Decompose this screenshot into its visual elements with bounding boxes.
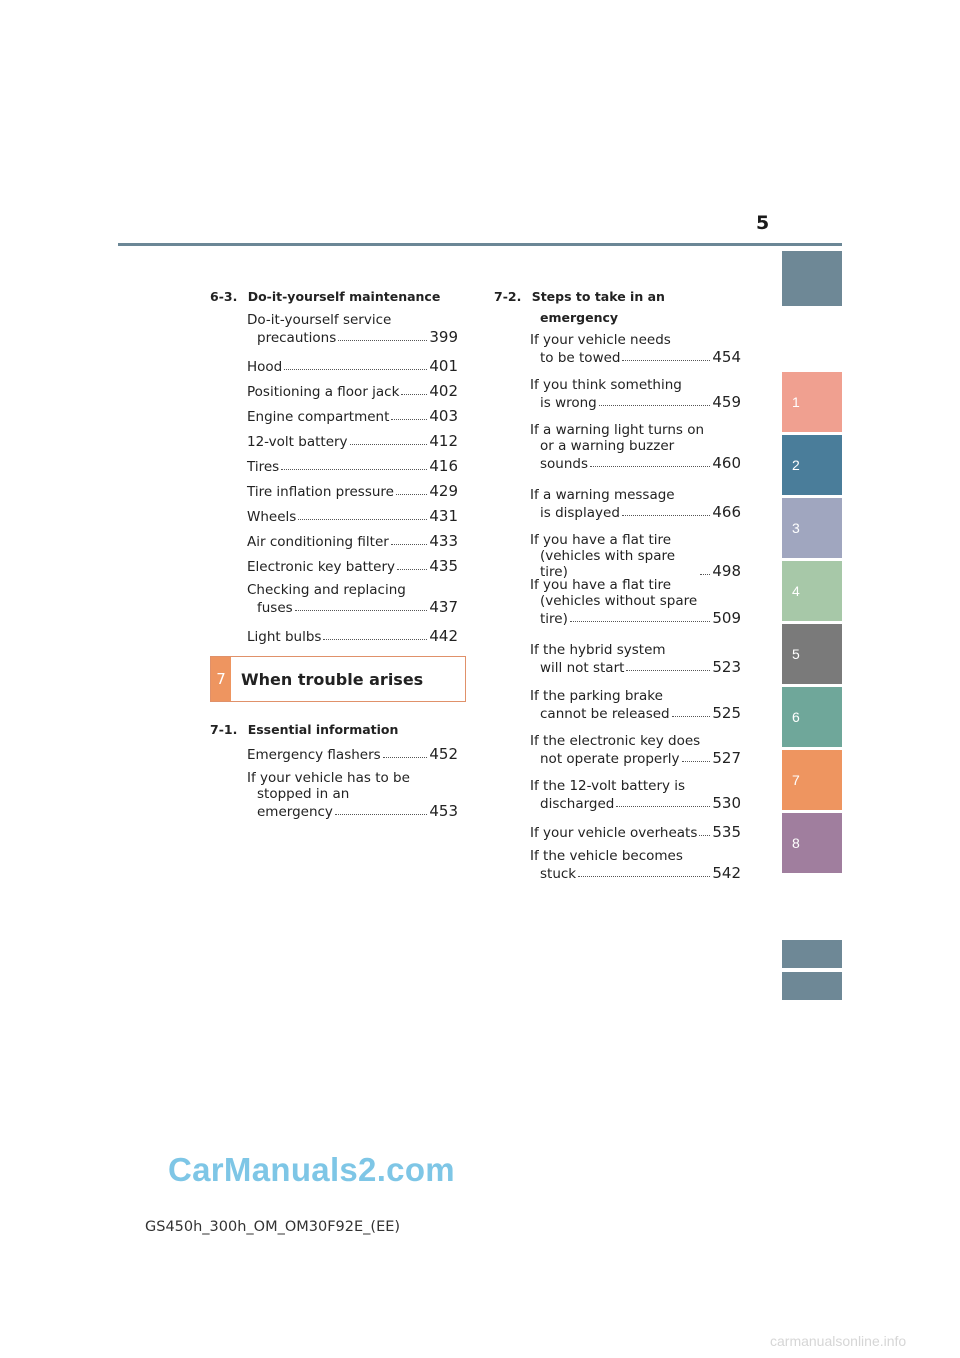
toc-entry[interactable]: Positioning a floor jack 402 [247,382,458,400]
toc-entry[interactable]: Checking and replacing fuses 437 [247,582,458,616]
tab-chapter-2[interactable]: 2 [782,435,842,495]
tab-chapter-6[interactable]: 6 [782,687,842,747]
tab-label: 5 [792,646,800,662]
page-ref: 442 [429,627,458,645]
toc-entry[interactable]: Light bulbs 442 [247,627,458,645]
tab-chapter-7[interactable]: 7 [782,750,842,810]
toc-entry[interactable]: If the hybrid system will not start 523 [530,642,741,676]
toc-entry[interactable]: Electronic key battery 435 [247,557,458,575]
page-ref: 429 [429,482,458,500]
page-ref: 403 [429,407,458,425]
chapter-number: 7 [211,657,231,701]
toc-entry[interactable]: If a warning message is displayed 466 [530,487,741,521]
tab-label: 4 [792,583,800,599]
page-ref: 527 [712,749,741,767]
tab-label: 3 [792,520,800,536]
watermark-logo: CarManuals2.com [168,1151,455,1188]
section-heading: 7-2. Steps to take in an [494,289,665,304]
toc-entry[interactable]: Engine compartment 403 [247,407,458,425]
page-ref: 431 [429,507,458,525]
page-ref: 402 [429,382,458,400]
document-code: GS450h_300h_OM_OM30F92E_(EE) [145,1219,401,1235]
toc-entry[interactable]: If your vehicle needs to be towed 454 [530,332,741,366]
chapter-heading[interactable]: 7 When trouble arises [210,656,466,702]
toc-entry[interactable]: If the electronic key does not operate p… [530,733,741,767]
tab-label: 7 [792,772,800,788]
page-ref: 435 [429,557,458,575]
toc-entry[interactable]: Tire inflation pressure 429 [247,482,458,500]
page-ref: 509 [712,609,741,627]
toc-entry[interactable]: If your vehicle has to be stopped in an … [247,770,458,820]
tab-label: 1 [792,394,800,410]
page-ref: 498 [712,562,741,580]
toc-entry[interactable]: If you have a flat tire (vehicles withou… [530,577,741,627]
tab-label: 6 [792,709,800,725]
toc-entry[interactable]: Do-it-yourself service precautions 399 [247,312,458,346]
section-heading: 6-3. Do-it-yourself maintenance [210,289,441,304]
page-ref: 454 [712,348,741,366]
tab-blank-lower-2[interactable] [782,972,842,1000]
header-rule [118,243,842,246]
tab-chapter-8[interactable]: 8 [782,813,842,873]
toc-entry[interactable]: If you have a flat tire (vehicles with s… [530,532,741,580]
toc-entry[interactable]: Air conditioning filter 433 [247,532,458,550]
tab-blank-lower-1[interactable] [782,940,842,968]
page-ref: 466 [712,503,741,521]
page-ref: 399 [429,328,458,346]
toc-entry[interactable]: If the vehicle becomes stuck 542 [530,848,741,882]
tab-chapter-1[interactable]: 1 [782,372,842,432]
tab-chapter-4[interactable]: 4 [782,561,842,621]
toc-entry[interactable]: Tires 416 [247,457,458,475]
tab-label: 8 [792,835,800,851]
section-heading: 7-1. Essential information [210,722,399,737]
page-ref: 453 [429,802,458,820]
toc-entry[interactable]: If the parking brake cannot be released 5… [530,688,741,722]
tab-chapter-3[interactable]: 3 [782,498,842,558]
page-ref: 401 [429,357,458,375]
page-ref: 460 [712,454,741,472]
chapter-title: When trouble arises [241,669,424,689]
toc-entry[interactable]: If your vehicle overheats 535 [530,823,741,841]
page-number: 5 [756,212,770,234]
section-heading-cont: emergency [540,310,619,325]
page-ref: 433 [429,532,458,550]
page-ref: 535 [712,823,741,841]
toc-entry[interactable]: Emergency flashers 452 [247,745,458,763]
page-ref: 416 [429,457,458,475]
tab-label: 2 [792,457,800,473]
toc-entry[interactable]: Wheels 431 [247,507,458,525]
page-ref: 542 [712,864,741,882]
toc-entry[interactable]: 12-volt battery 412 [247,432,458,450]
page-ref: 452 [429,745,458,763]
page-ref: 437 [429,598,458,616]
page-ref: 530 [712,794,741,812]
toc-entry[interactable]: If you think something is wrong 459 [530,377,741,411]
site-watermark: carmanualsonline.info [770,1333,907,1349]
toc-entry[interactable]: If a warning light turns on or a warning… [530,422,741,472]
tab-blank-top[interactable] [782,251,842,306]
toc-entry[interactable]: If the 12-volt battery is discharged 530 [530,778,741,812]
page-ref: 412 [429,432,458,450]
page-ref: 525 [712,704,741,722]
toc-entry[interactable]: Hood 401 [247,357,458,375]
page-ref: 459 [712,393,741,411]
page-ref: 523 [712,658,741,676]
tab-chapter-5[interactable]: 5 [782,624,842,684]
